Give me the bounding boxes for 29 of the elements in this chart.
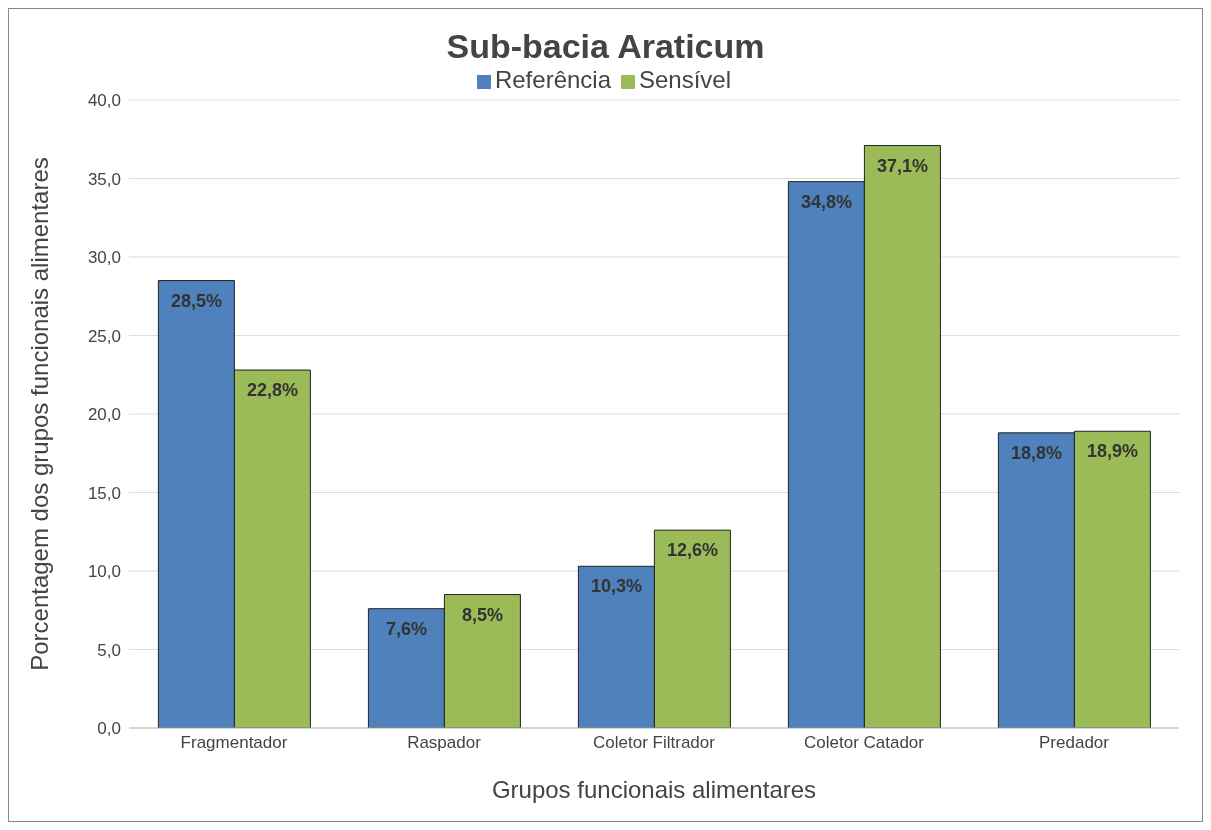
- y-tick-label: 20,0: [87, 405, 121, 425]
- x-axis-title: Grupos funcionais alimentares: [491, 776, 817, 803]
- y-tick-label: 30,0: [87, 248, 121, 268]
- x-tick-label: Raspador: [407, 733, 482, 753]
- data-label: 22,8%: [246, 380, 298, 401]
- data-label: 28,5%: [170, 290, 222, 311]
- y-tick-label: 5,0: [97, 640, 121, 660]
- x-tick-label: Predador: [1039, 733, 1110, 753]
- legend-label: Referência: [494, 66, 611, 93]
- x-tick-label: Coletor Filtrador: [593, 733, 716, 753]
- y-tick-label: 25,0: [87, 326, 121, 346]
- chart-title: Sub-bacia Araticum: [445, 27, 766, 66]
- data-label: 37,1%: [876, 155, 928, 176]
- x-tick-label: Fragmentador: [180, 733, 288, 753]
- data-label: 12,6%: [666, 540, 718, 561]
- data-label: 10,3%: [590, 576, 642, 597]
- y-tick-label: 10,0: [87, 562, 121, 582]
- legend-label: Sensível: [639, 66, 732, 93]
- data-label: 8,5%: [461, 604, 503, 625]
- data-label: 34,8%: [800, 191, 852, 212]
- data-label: 18,8%: [1010, 442, 1062, 463]
- y-tick-label: 40,0: [87, 91, 121, 111]
- data-label: 18,9%: [1086, 441, 1138, 462]
- y-axis-title: Porcentagem dos grupos funcionais alimentares: [25, 157, 53, 671]
- y-tick-label: 0,0: [97, 719, 121, 739]
- y-tick-label: 35,0: [87, 169, 121, 189]
- y-tick-label: 15,0: [87, 483, 121, 503]
- x-tick-label: Coletor Catador: [803, 733, 925, 753]
- data-label: 7,6%: [385, 618, 427, 639]
